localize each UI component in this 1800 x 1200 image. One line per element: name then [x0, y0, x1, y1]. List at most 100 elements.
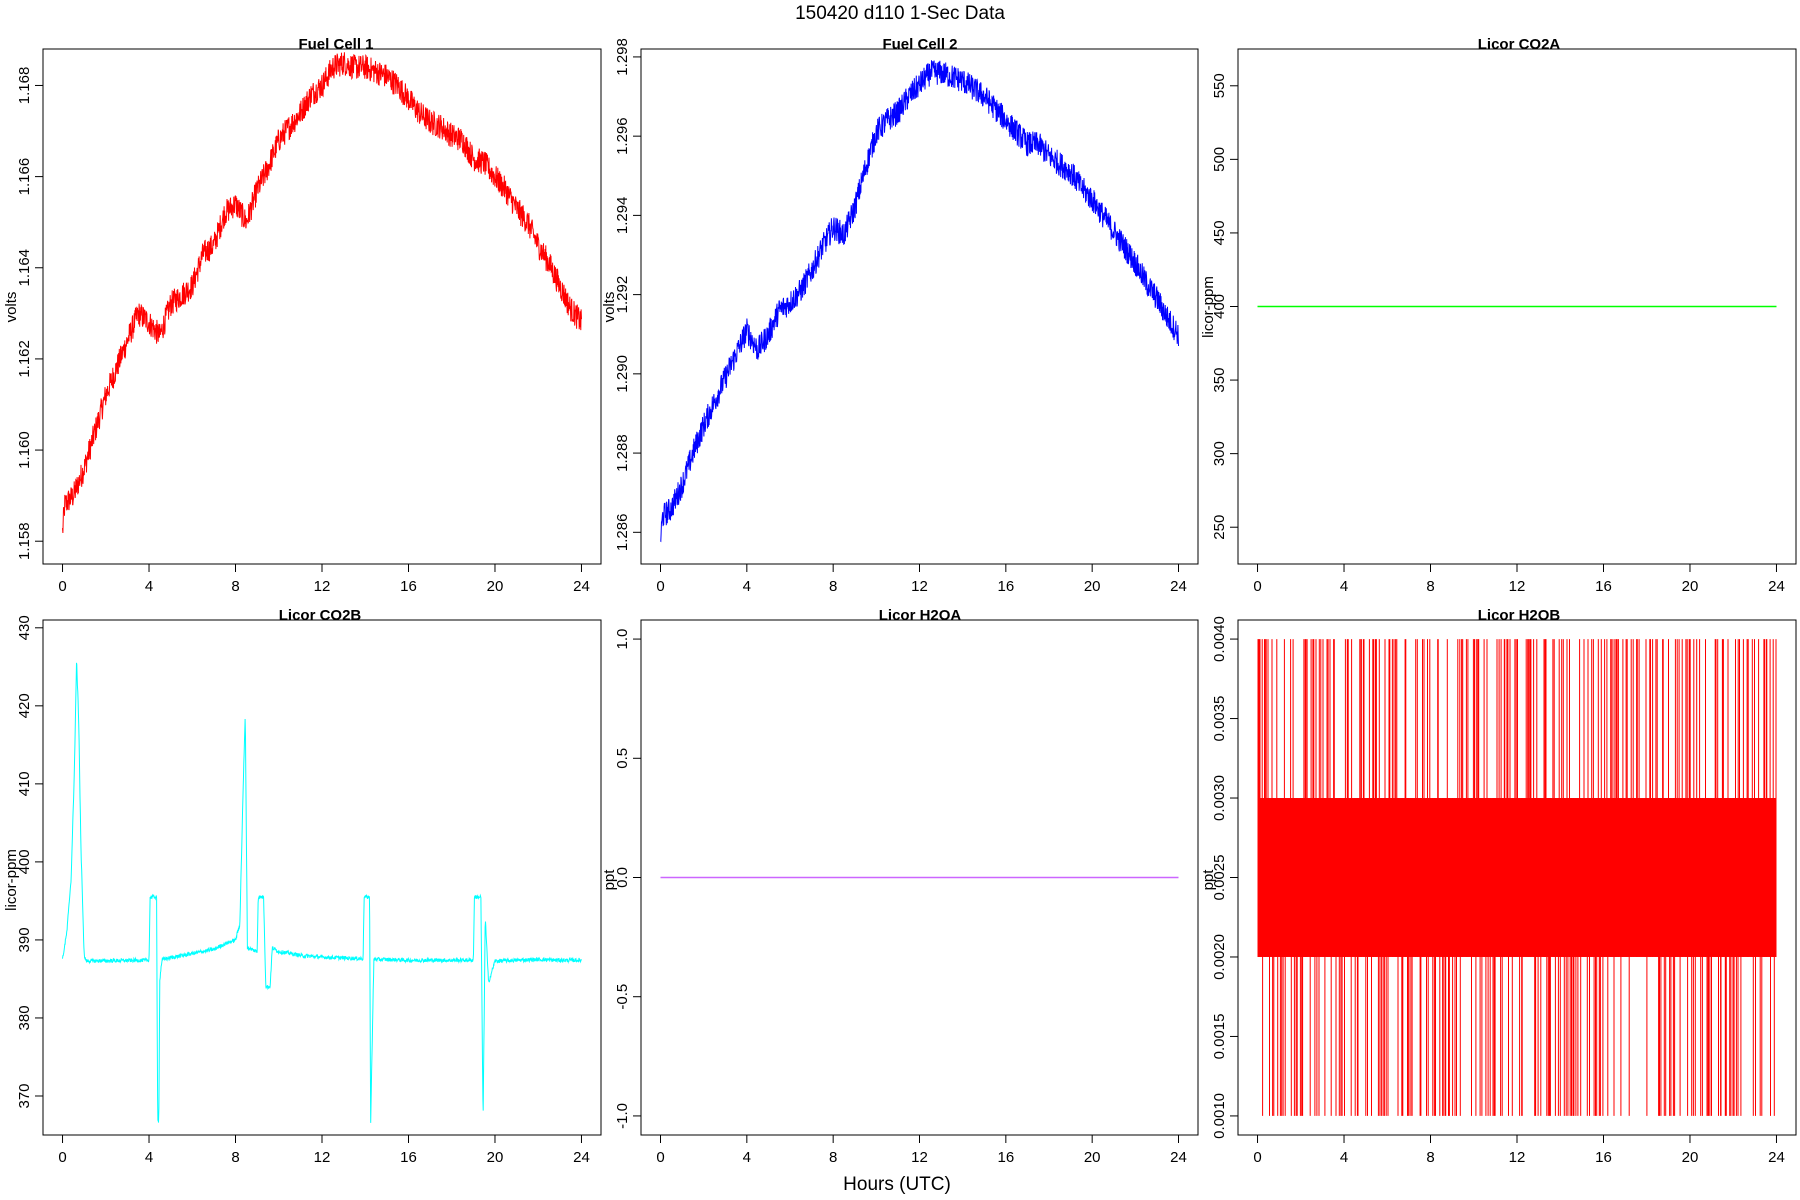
x-tick-label: 20	[1682, 1149, 1699, 1166]
panel-title: Licor H2OA	[879, 607, 962, 624]
panel-licor-h2ob: Licor H2OB ppt 0 4 8 12 16 20 24 0.0010 0.0015 0.…	[1200, 607, 1797, 1166]
panel-ylabel: volts	[601, 292, 618, 323]
y-tick-label: 0.0030	[1211, 775, 1228, 821]
x-tick-label: 20	[487, 1149, 504, 1166]
y-tick-label: 1.162	[16, 340, 33, 378]
x-tick-label: 16	[1595, 1149, 1612, 1166]
plot-area	[1257, 639, 1777, 1116]
plot-area	[660, 60, 1179, 543]
y-tick-label: 500	[1211, 147, 1228, 172]
y-tick-label: 1.0	[614, 629, 631, 650]
x-tick-label: 20	[487, 578, 504, 595]
series-band	[1257, 798, 1777, 957]
x-tick-label: 16	[997, 1149, 1014, 1166]
x-tick-label: 12	[1509, 1149, 1526, 1166]
x-tick-label: 8	[829, 578, 837, 595]
y-tick-label: 390	[16, 927, 33, 952]
series-line	[660, 60, 1179, 543]
x-tick-label: 20	[1084, 578, 1101, 595]
y-tick-label: 370	[16, 1083, 33, 1108]
x-tick-label: 24	[1170, 578, 1187, 595]
panel-ylabel: volts	[3, 292, 20, 323]
y-tick-label: 0.0025	[1211, 855, 1228, 901]
y-tick-label: 0.0010	[1211, 1093, 1228, 1139]
y-tick-label: 0.0	[614, 867, 631, 888]
y-tick-label: 400	[1211, 294, 1228, 319]
panel-fuel-cell-1: Fuel Cell 1 volts 0 4 8 12 16 20 24 1.158 1.160 1…	[3, 36, 602, 595]
y-tick-label: 0.5	[614, 748, 631, 769]
x-tick-label: 24	[573, 578, 590, 595]
y-tick-label: 350	[1211, 368, 1228, 393]
panel-ylabel: ppt	[601, 869, 618, 891]
y-tick-label: 250	[1211, 515, 1228, 540]
y-tick-label: 1.294	[614, 197, 631, 235]
plot-frame	[42, 619, 602, 1136]
plot-area	[62, 52, 582, 534]
x-tick-label: 16	[1595, 578, 1612, 595]
y-tick-label: 1.166	[16, 158, 33, 196]
x-tick-label: 4	[145, 578, 153, 595]
x-tick-label: 20	[1084, 1149, 1101, 1166]
y-tick-label: 550	[1211, 73, 1228, 98]
y-tick-label: -1.0	[614, 1103, 631, 1129]
x-tick-label: 24	[573, 1149, 590, 1166]
x-tick-label: 24	[1768, 578, 1785, 595]
plot-frame	[640, 48, 1199, 565]
x-tick-label: 20	[1682, 578, 1699, 595]
y-tick-label: 0.0020	[1211, 934, 1228, 980]
x-tick-label: 4	[145, 1149, 153, 1166]
y-tick-label: -0.5	[614, 984, 631, 1010]
x-tick-label: 0	[656, 1149, 664, 1166]
x-tick-label: 8	[829, 1149, 837, 1166]
figure-xlabel: Hours (UTC)	[843, 1174, 951, 1195]
plot-area	[62, 662, 582, 1123]
x-tick-label: 4	[743, 1149, 751, 1166]
x-tick-label: 12	[314, 1149, 331, 1166]
panel-ylabel: licor-ppm	[3, 849, 20, 911]
panel-licor-co2b: Licor CO2B licor-ppm 0 4 8 12 16 20 24 370 380 39…	[3, 607, 602, 1166]
panel-licor-h2oa: Licor H2OA ppt 0 4 8 12 16 20 24 -1.0 -0.5 0.0 0.5…	[601, 607, 1199, 1166]
panel-ylabel: ppt	[1200, 869, 1217, 891]
y-tick-label: 1.168	[16, 67, 33, 105]
x-tick-label: 24	[1768, 1149, 1785, 1166]
y-tick-label: 430	[16, 615, 33, 640]
figure-title: 150420 d110 1-Sec Data	[795, 3, 1005, 24]
x-tick-label: 8	[231, 1149, 239, 1166]
y-tick-label: 0.0035	[1211, 696, 1228, 742]
x-tick-label: 12	[911, 578, 928, 595]
y-tick-label: 410	[16, 771, 33, 796]
x-tick-label: 0	[1253, 1149, 1261, 1166]
x-tick-label: 16	[400, 578, 417, 595]
x-tick-label: 12	[1509, 578, 1526, 595]
y-tick-label: 450	[1211, 220, 1228, 245]
x-tick-label: 0	[58, 1149, 66, 1166]
series-line	[62, 662, 582, 1123]
x-tick-label: 12	[911, 1149, 928, 1166]
x-tick-label: 0	[656, 578, 664, 595]
panel-title: Licor H2OB	[1478, 607, 1561, 624]
panel-title: Licor CO2B	[279, 607, 362, 624]
y-tick-label: 300	[1211, 441, 1228, 466]
y-tick-label: 380	[16, 1005, 33, 1030]
x-tick-label: 4	[1340, 1149, 1348, 1166]
panel-fuel-cell-2: Fuel Cell 2 volts 0 4 8 12 16 20 24 1.286 1.288 1…	[601, 36, 1199, 595]
x-tick-label: 16	[997, 578, 1014, 595]
x-tick-label: 12	[314, 578, 331, 595]
y-tick-label: 0.0015	[1211, 1014, 1228, 1060]
panel-title: Licor CO2A	[1478, 36, 1561, 53]
plot-frame	[42, 48, 602, 565]
y-tick-label: 420	[16, 693, 33, 718]
x-tick-label: 0	[58, 578, 66, 595]
x-tick-label: 8	[1426, 1149, 1434, 1166]
y-tick-label: 1.298	[614, 38, 631, 76]
y-tick-label: 1.292	[614, 276, 631, 314]
panel-licor-co2a: Licor CO2A licor-ppm 0 4 8 12 16 20 24 250 300 35…	[1200, 36, 1797, 595]
y-tick-label: 1.164	[16, 249, 33, 287]
x-tick-label: 16	[400, 1149, 417, 1166]
y-tick-label: 0.0040	[1211, 616, 1228, 662]
y-tick-label: 1.290	[614, 355, 631, 393]
panel-title: Fuel Cell 2	[882, 36, 957, 53]
x-tick-label: 0	[1253, 578, 1261, 595]
panel-ylabel: licor-ppm	[1200, 276, 1217, 338]
